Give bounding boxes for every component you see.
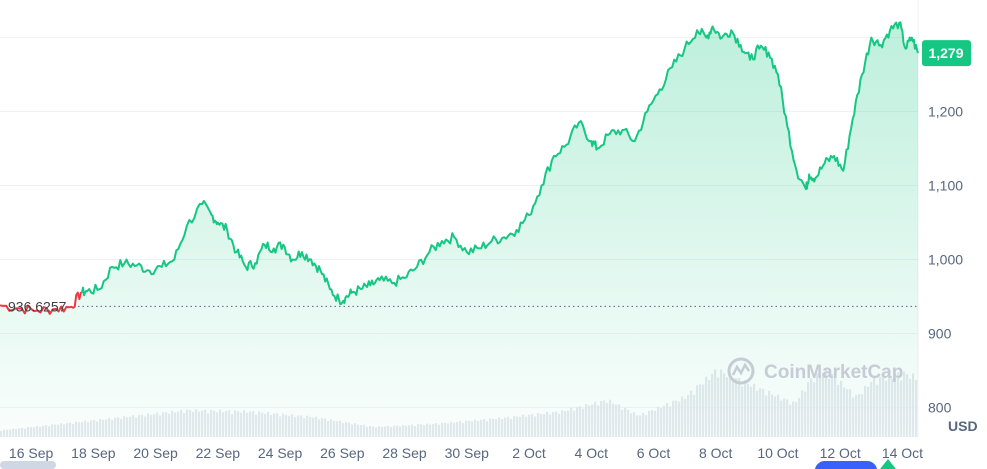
x-tick-label: 28 Sep: [382, 445, 427, 461]
x-tick-label: 4 Oct: [575, 445, 609, 461]
x-tick-label: 6 Oct: [637, 445, 671, 461]
x-tick-label: 24 Sep: [258, 445, 303, 461]
range-handle-left[interactable]: [815, 460, 877, 469]
current-price-badge-bg: [922, 40, 971, 67]
x-tick-label: 30 Sep: [445, 445, 490, 461]
x-tick-label: 22 Sep: [196, 445, 241, 461]
price-area-fill: [0, 22, 918, 438]
y-axis-unit: USD: [948, 418, 978, 434]
price-area: [0, 22, 918, 438]
price-line-group: [0, 21, 919, 315]
reference-label: 936.6257: [8, 298, 67, 314]
x-tick-label: 18 Sep: [71, 445, 116, 461]
x-tick-label: 20 Sep: [133, 445, 178, 461]
current-price-badge: 1,279: [922, 40, 971, 67]
x-tick-label: 8 Oct: [699, 445, 733, 461]
watermark-wave-icon: [731, 362, 751, 376]
x-tick-label: 12 Oct: [820, 445, 861, 461]
x-axis: 16 Sep 18 Sep 20 Sep 22 Sep 24 Sep 26 Sep 28 S…: [9, 445, 923, 461]
watermark-text: CoinMarketCap: [764, 362, 903, 383]
y-tick-label: 900: [928, 325, 952, 341]
current-price-value: 1,279: [928, 45, 963, 61]
x-tick-label: 2 Oct: [512, 445, 546, 461]
x-tick-label: 10 Oct: [757, 445, 798, 461]
price-line: [80, 21, 919, 306]
y-tick-label: 1,000: [928, 251, 963, 267]
y-tick-label: 1,100: [928, 178, 963, 194]
x-tick-label: 26 Sep: [320, 445, 365, 461]
range-handle-right-icon[interactable]: [880, 459, 896, 469]
y-tick-label: 1,200: [928, 104, 963, 120]
watermark: CoinMarketCap: [727, 357, 903, 385]
x-tick-label: 14 Oct: [882, 445, 923, 461]
reference-value-label: 936.6257: [8, 298, 67, 314]
y-axis: 800 900 1,000 1,100 1,200: [928, 104, 963, 416]
y-tick-label: 800: [928, 399, 952, 415]
scroll-handle[interactable]: [0, 461, 56, 469]
price-line-below-reference: [0, 291, 83, 315]
coinmarketcap-logo-icon: [727, 357, 755, 385]
x-tick-label: 16 Sep: [9, 445, 54, 461]
